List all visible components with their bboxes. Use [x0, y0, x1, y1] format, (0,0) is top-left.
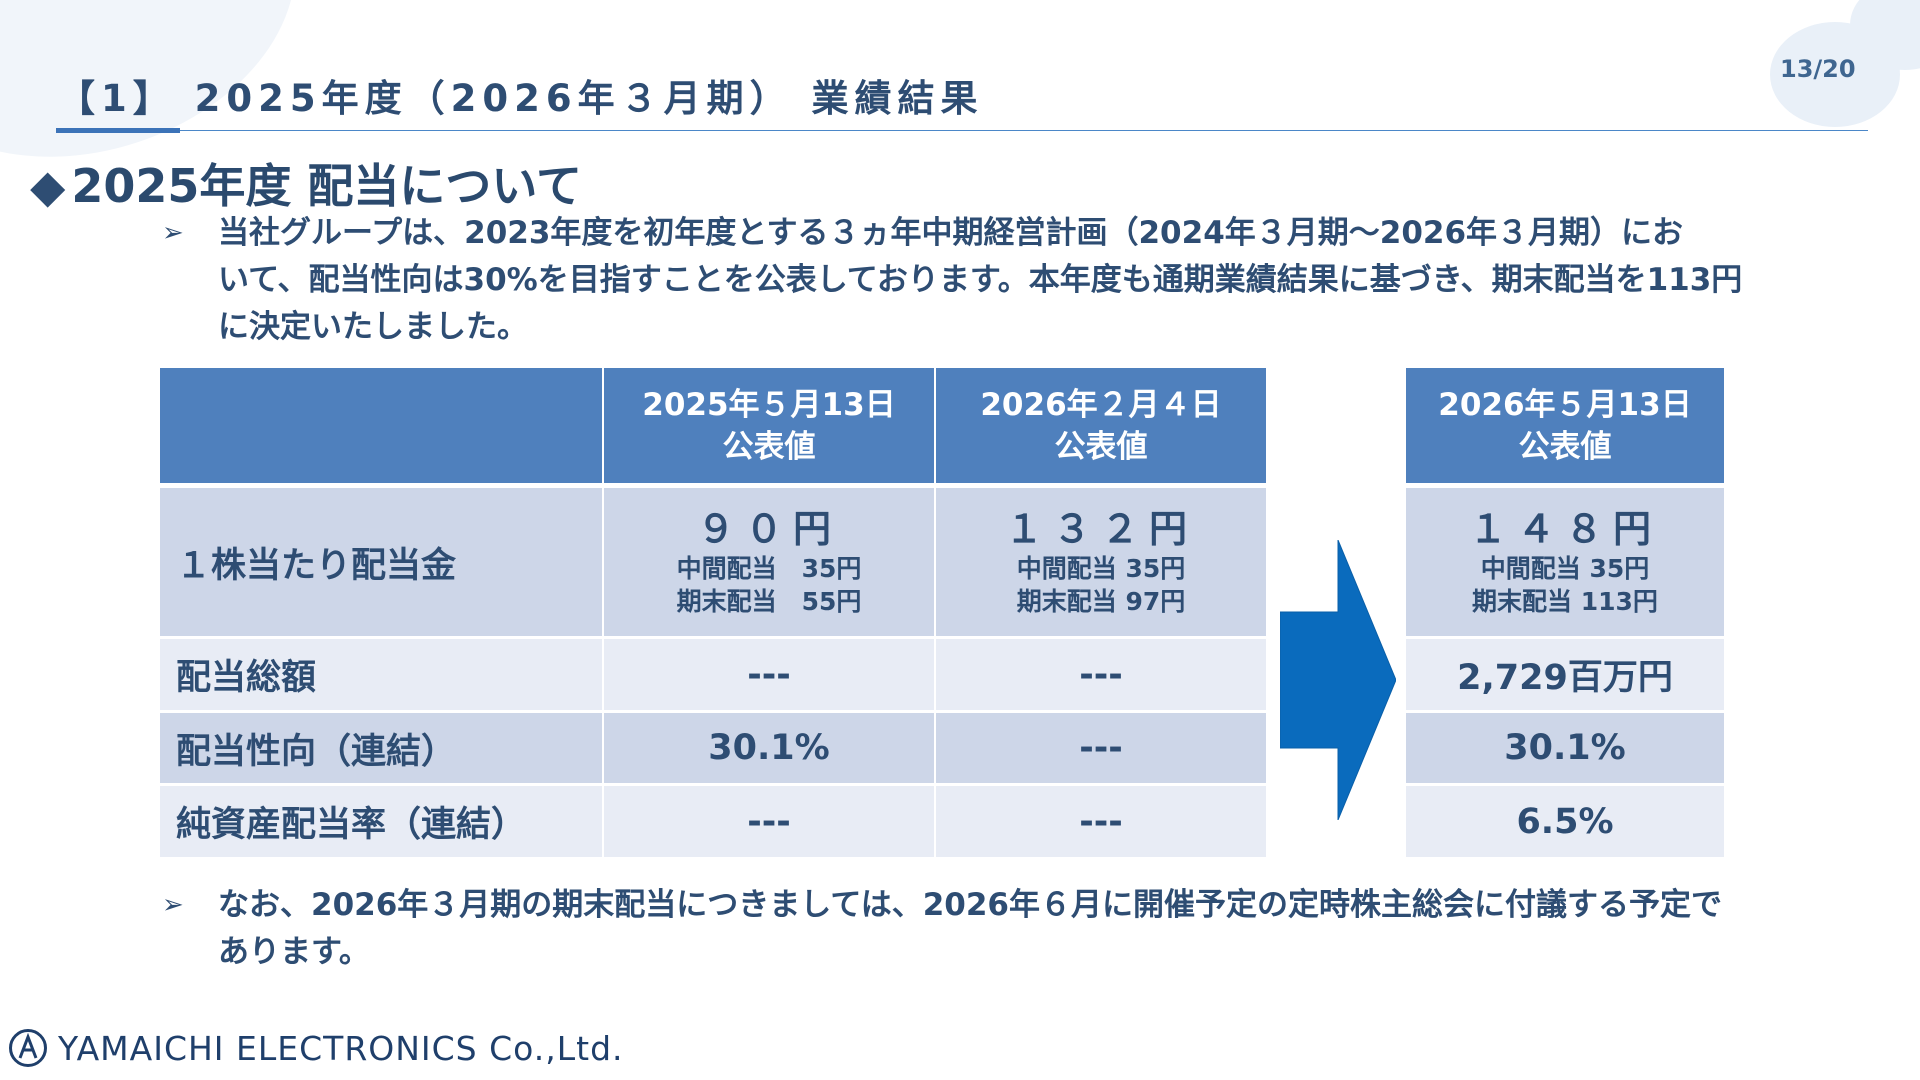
- interim-dividend: 中間配当 35円: [1480, 554, 1650, 583]
- row-label-total-dividend: 配当総額: [160, 639, 602, 710]
- section-heading-text: 2025年度 配当について: [71, 159, 583, 213]
- company-logo: YAMAICHI ELECTRONICS Co.,Ltd.: [8, 1028, 624, 1068]
- year-end-dividend: 期末配当 55円: [676, 587, 862, 616]
- interim-dividend: 中間配当 35円: [1016, 554, 1186, 583]
- bullet-line: いて、配当性向は30%を目指すことを公表しております。本年度も通期業績結果に基づ…: [218, 262, 1743, 298]
- interim-dividend: 中間配当 35円: [676, 554, 862, 583]
- bullet-paragraph-1: ➢ 当社グループは、2023年度を初年度とする３ヵ年中期経営計画（2024年３月…: [162, 210, 1852, 351]
- row-label-payout-ratio: 配当性向（連結）: [160, 713, 602, 783]
- column-header: 2026年２月４日 公表値: [936, 368, 1266, 483]
- table-cell: １３２円 中間配当 35円 期末配当 97円: [936, 488, 1266, 636]
- table-header-empty: [160, 368, 602, 483]
- column-header-date: 2026年２月４日: [980, 386, 1222, 423]
- table-cell: 2,729百万円: [1406, 639, 1724, 710]
- column-header-date: 2025年５月13日: [642, 386, 896, 423]
- year-end-dividend: 期末配当 113円: [1472, 587, 1658, 616]
- header-divider: [56, 130, 1868, 131]
- bullet-line: なお、2026年３月期の期末配当につきましては、2026年６月に開催予定の定時株…: [218, 887, 1723, 923]
- bullet-paragraph-2: ➢ なお、2026年３月期の期末配当につきましては、2026年６月に開催予定の定…: [162, 882, 1852, 976]
- table-cell: ---: [604, 786, 934, 857]
- dividend-total: １４８円: [1468, 507, 1661, 551]
- table-cell: １４８円 中間配当 35円 期末配当 113円: [1406, 488, 1724, 636]
- bullet-line: 当社グループは、2023年度を初年度とする３ヵ年中期経営計画（2024年３月期～…: [218, 215, 1684, 251]
- column-header-label: 公表値: [1518, 428, 1612, 465]
- table-cell: ---: [936, 639, 1266, 710]
- dividend-total: ９０円: [696, 507, 841, 551]
- table-cell: 30.1%: [604, 713, 934, 783]
- company-logo-icon: [9, 1029, 47, 1067]
- row-label-doe: 純資産配当率（連結）: [160, 786, 602, 857]
- company-name: YAMAICHI ELECTRONICS Co.,Ltd.: [58, 1028, 624, 1068]
- right-arrow-icon: [1280, 540, 1396, 820]
- arrow-bullet-icon: ➢: [162, 890, 184, 920]
- diamond-bullet-icon: ◆: [30, 159, 66, 213]
- arrow-bullet-icon: ➢: [162, 218, 184, 248]
- table-cell: 6.5%: [1406, 786, 1724, 857]
- column-header-label: 公表値: [1054, 428, 1148, 465]
- table-cell: 30.1%: [1406, 713, 1724, 783]
- column-header: 2026年５月13日 公表値: [1406, 368, 1724, 483]
- table-cell: ---: [936, 713, 1266, 783]
- table-cell: ---: [936, 786, 1266, 857]
- column-header-label: 公表値: [722, 428, 816, 465]
- table-cell: ９０円 中間配当 35円 期末配当 55円: [604, 488, 934, 636]
- slide-title: 【1】 2025年度（2026年３月期） 業績結果: [58, 77, 984, 120]
- bullet-line: に決定いたしました。: [218, 309, 528, 345]
- page-number: 13/20: [1780, 55, 1856, 83]
- section-heading: ◆ 2025年度 配当について: [30, 150, 582, 216]
- column-header: 2025年５月13日 公表値: [604, 368, 934, 483]
- header-divider-accent: [56, 128, 180, 133]
- dividend-total: １３２円: [1004, 507, 1197, 551]
- table-cell: ---: [604, 639, 934, 710]
- row-label-dividend-per-share: １株当たり配当金: [160, 488, 602, 636]
- column-header-date: 2026年５月13日: [1438, 386, 1692, 423]
- year-end-dividend: 期末配当 97円: [1016, 587, 1186, 616]
- bullet-line: あります。: [218, 934, 370, 970]
